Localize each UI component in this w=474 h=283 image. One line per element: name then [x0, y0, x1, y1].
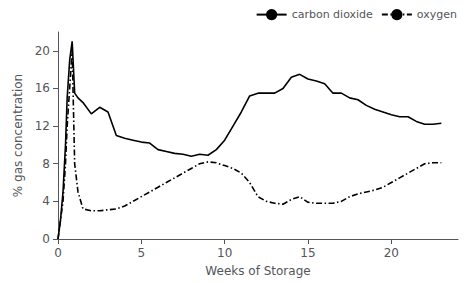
- svg-text:10: 10: [217, 246, 232, 260]
- svg-text:carbon dioxide: carbon dioxide: [292, 8, 373, 21]
- svg-text:12: 12: [35, 119, 50, 133]
- svg-text:Weeks of Storage: Weeks of Storage: [205, 264, 310, 278]
- svg-text:5: 5: [138, 246, 146, 260]
- svg-text:4: 4: [42, 194, 50, 208]
- svg-text:16: 16: [35, 81, 50, 95]
- svg-text:% gas concentration: % gas concentration: [11, 74, 25, 197]
- svg-text:oxygen: oxygen: [417, 8, 457, 21]
- svg-text:20: 20: [35, 44, 50, 58]
- svg-text:20: 20: [384, 246, 399, 260]
- svg-text:0: 0: [54, 246, 62, 260]
- svg-text:0: 0: [42, 232, 50, 246]
- svg-text:15: 15: [300, 246, 315, 260]
- svg-text:8: 8: [42, 157, 50, 171]
